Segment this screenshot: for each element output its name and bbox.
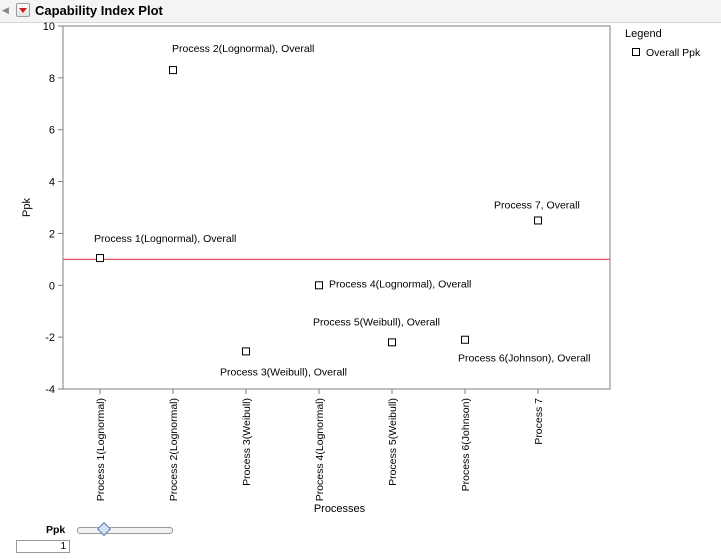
x-axis-label: Processes (314, 503, 366, 515)
x-tick-label: Process 4(Lognormal) (314, 398, 326, 501)
data-point-marker (96, 254, 104, 263)
x-tick-label: Process 6(Johnson) (460, 398, 472, 491)
data-point-marker (388, 338, 396, 347)
point-label: Process 5(Weibull), Overall (313, 316, 440, 328)
legend-item-overall-ppk[interactable]: Overall Ppk (632, 47, 700, 59)
y-tick-label: 4 (49, 177, 55, 189)
point-label: Process 2(Lognormal), Overall (172, 43, 314, 55)
x-tick-label: Process 3(Weibull) (241, 398, 253, 486)
x-tick-label: Process 7 (533, 398, 545, 445)
y-tick-label: -2 (45, 332, 55, 344)
point-label: Process 7, Overall (494, 199, 580, 211)
disclosure-triangle-icon[interactable]: ◀ (2, 5, 9, 15)
y-tick-label: 8 (49, 73, 55, 85)
y-axis-label: Ppk (21, 198, 33, 217)
square-marker-icon (632, 48, 640, 57)
point-label: Process 1(Lognormal), Overall (94, 233, 236, 245)
red-triangle-icon (19, 8, 27, 13)
y-tick-label: 0 (49, 280, 55, 292)
report-header: ◀ Capability Index Plot (0, 0, 721, 23)
y-tick-label: 2 (49, 228, 55, 240)
point-label: Process 3(Weibull), Overall (220, 366, 347, 378)
data-point-marker (315, 281, 323, 290)
red-triangle-menu-button[interactable] (16, 3, 30, 17)
data-point-marker (169, 66, 177, 75)
ppk-slider-track[interactable] (77, 527, 173, 534)
y-tick-label: 6 (49, 125, 55, 137)
plot-frame (62, 25, 611, 390)
y-tick-label: 10 (43, 21, 55, 33)
point-label: Process 4(Lognormal), Overall (329, 278, 471, 290)
ppk-value-field[interactable]: 1 (16, 540, 70, 553)
point-label: Process 6(Johnson), Overall (458, 353, 590, 365)
legend-item-label: Overall Ppk (646, 47, 701, 59)
x-tick-label: Process 1(Lognormal) (95, 398, 107, 501)
report-title: Capability Index Plot (35, 3, 163, 18)
x-tick-label: Process 5(Weibull) (387, 398, 399, 486)
y-tick-label: -4 (45, 384, 55, 396)
data-point-marker (461, 335, 469, 344)
x-tick-label: Process 2(Lognormal) (168, 398, 180, 501)
ppk-slider-label: Ppk (46, 524, 66, 536)
data-point-marker (242, 347, 250, 356)
legend-title: Legend (625, 28, 662, 40)
data-point-marker (534, 216, 542, 225)
